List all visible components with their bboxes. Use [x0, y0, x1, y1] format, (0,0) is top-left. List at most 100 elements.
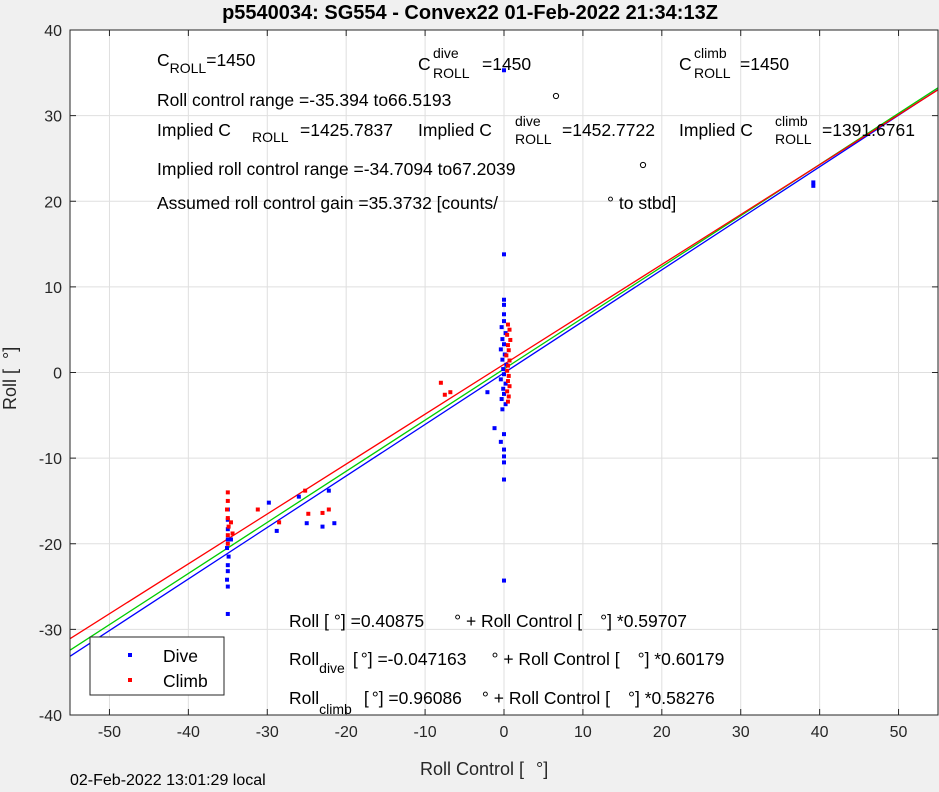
y-tick-label: -10: [39, 451, 62, 468]
dive-point: [500, 337, 505, 342]
dive-point: [296, 494, 301, 499]
legend-label-climb: Climb: [163, 671, 208, 691]
implied-c-roll-dive: Implied C: [418, 120, 492, 140]
dive-point: [502, 319, 506, 324]
implied-c-roll-dive-sup: dive: [515, 113, 541, 129]
dive-point: [502, 578, 506, 583]
dive-point: [225, 577, 230, 582]
dive-point: [498, 439, 503, 444]
dive-point: [502, 68, 506, 73]
fit-equations: Roll [°] =0.40875 ° + Roll Control [°] *0…: [289, 611, 724, 717]
degree-marker: [639, 161, 647, 169]
dive-point: [332, 521, 337, 526]
legend-marker-climb: [128, 678, 132, 682]
y-tick-label: 0: [53, 366, 62, 383]
dive-point: [498, 347, 503, 352]
dive-point: [502, 372, 506, 377]
climb-point: [505, 343, 510, 348]
x-tick-label: 0: [500, 724, 509, 741]
dive-point: [225, 611, 230, 616]
dive-point: [502, 477, 506, 482]
climb-point: [504, 353, 509, 358]
dive-point: [502, 391, 506, 396]
climb-point: [225, 516, 230, 521]
dive-point: [225, 546, 230, 551]
x-tick-label: -40: [177, 724, 200, 741]
dive-point: [502, 447, 506, 452]
y-tick-label: -20: [39, 537, 62, 554]
climb-point: [226, 524, 231, 529]
climb-point: [508, 337, 513, 342]
dive-point: [266, 500, 271, 505]
dive-point: [225, 563, 230, 568]
degree-marker: [552, 92, 560, 100]
x-tick-label: -50: [98, 724, 121, 741]
y-axis-label: Roll [°]: [0, 347, 20, 410]
dive-point: [228, 537, 233, 542]
legend-box: [89, 636, 225, 696]
dive-point: [326, 488, 331, 493]
dive-point: [225, 584, 230, 589]
dive-point: [498, 377, 503, 382]
dive-point: [502, 312, 506, 317]
legend: Dive Climb: [89, 636, 225, 696]
dive-point: [225, 537, 230, 542]
x-tick-label: -20: [335, 724, 358, 741]
climb-point: [442, 392, 447, 397]
climb-point: [507, 384, 512, 389]
c-roll-annotation: CROLL=1450: [157, 50, 256, 76]
climb-point: [507, 358, 512, 363]
implied-c-roll-climb-sub: ROLL: [775, 131, 812, 147]
roll-control-range: Roll control range =-35.394 to66.5193: [157, 90, 451, 110]
data-points: [225, 68, 816, 616]
dive-point: [226, 554, 231, 559]
implied-c-roll: Implied C: [157, 120, 231, 140]
climb-point: [228, 520, 233, 525]
climb-point: [255, 507, 260, 512]
y-tick-label: 20: [44, 194, 62, 211]
assumed-roll-gain: Assumed roll control gain =35.3732 [coun…: [157, 193, 498, 213]
ticks: -50 -40 -30 -20 -10 0 10 20 30 40 50 40 30 20 10 0 -10 -2…: [39, 23, 938, 741]
x-tick-label: 30: [732, 724, 750, 741]
dive-point: [225, 527, 230, 532]
fit-equation-all: Roll [°] =0.40875 ° + Roll Control [°] *0…: [289, 611, 687, 631]
dive-point: [501, 386, 506, 391]
dive-point: [502, 342, 506, 347]
climb-point: [448, 390, 453, 395]
dive-point: [499, 325, 504, 330]
dive-point: [502, 460, 506, 465]
climb-point: [326, 507, 331, 512]
climb-point: [506, 373, 511, 378]
y-tick-label: 30: [44, 109, 62, 126]
dive-point: [320, 524, 325, 529]
x-tick-label: -30: [256, 724, 279, 741]
implied-c-roll-value: =1425.7837: [300, 120, 393, 140]
x-tick-label: 10: [574, 724, 592, 741]
x-tick-label: -10: [414, 724, 437, 741]
y-tick-label: 10: [44, 280, 62, 297]
x-axis-label: Roll Control [°]: [420, 759, 548, 779]
climb-point: [306, 511, 311, 516]
dive-point: [811, 183, 816, 188]
climb-point: [225, 541, 230, 546]
legend-marker-dive: [128, 653, 132, 657]
climb-point: [225, 533, 230, 538]
dive-point: [503, 381, 508, 386]
climb-point: [506, 394, 511, 399]
dive-point: [304, 521, 309, 526]
top-annotations: CROLL=1450 C dive ROLL =1450 C climb ROL…: [157, 45, 915, 213]
fit-equation-dive: Rolldive[°] =-0.047163 ° + Roll Control […: [289, 649, 724, 676]
implied-c-roll-sub: ROLL: [252, 129, 289, 145]
climb-point: [303, 488, 308, 493]
dive-point: [502, 454, 506, 459]
climb-point: [505, 389, 510, 394]
dive-point: [499, 397, 504, 402]
climb-point: [225, 507, 230, 512]
dive-point: [502, 432, 506, 437]
c-roll-climb-value: =1450: [740, 54, 789, 74]
climb-point: [505, 363, 510, 368]
dive-point: [502, 302, 506, 307]
implied-c-roll-climb-sup: climb: [775, 113, 808, 129]
implied-c-roll-dive-sub: ROLL: [515, 131, 552, 147]
